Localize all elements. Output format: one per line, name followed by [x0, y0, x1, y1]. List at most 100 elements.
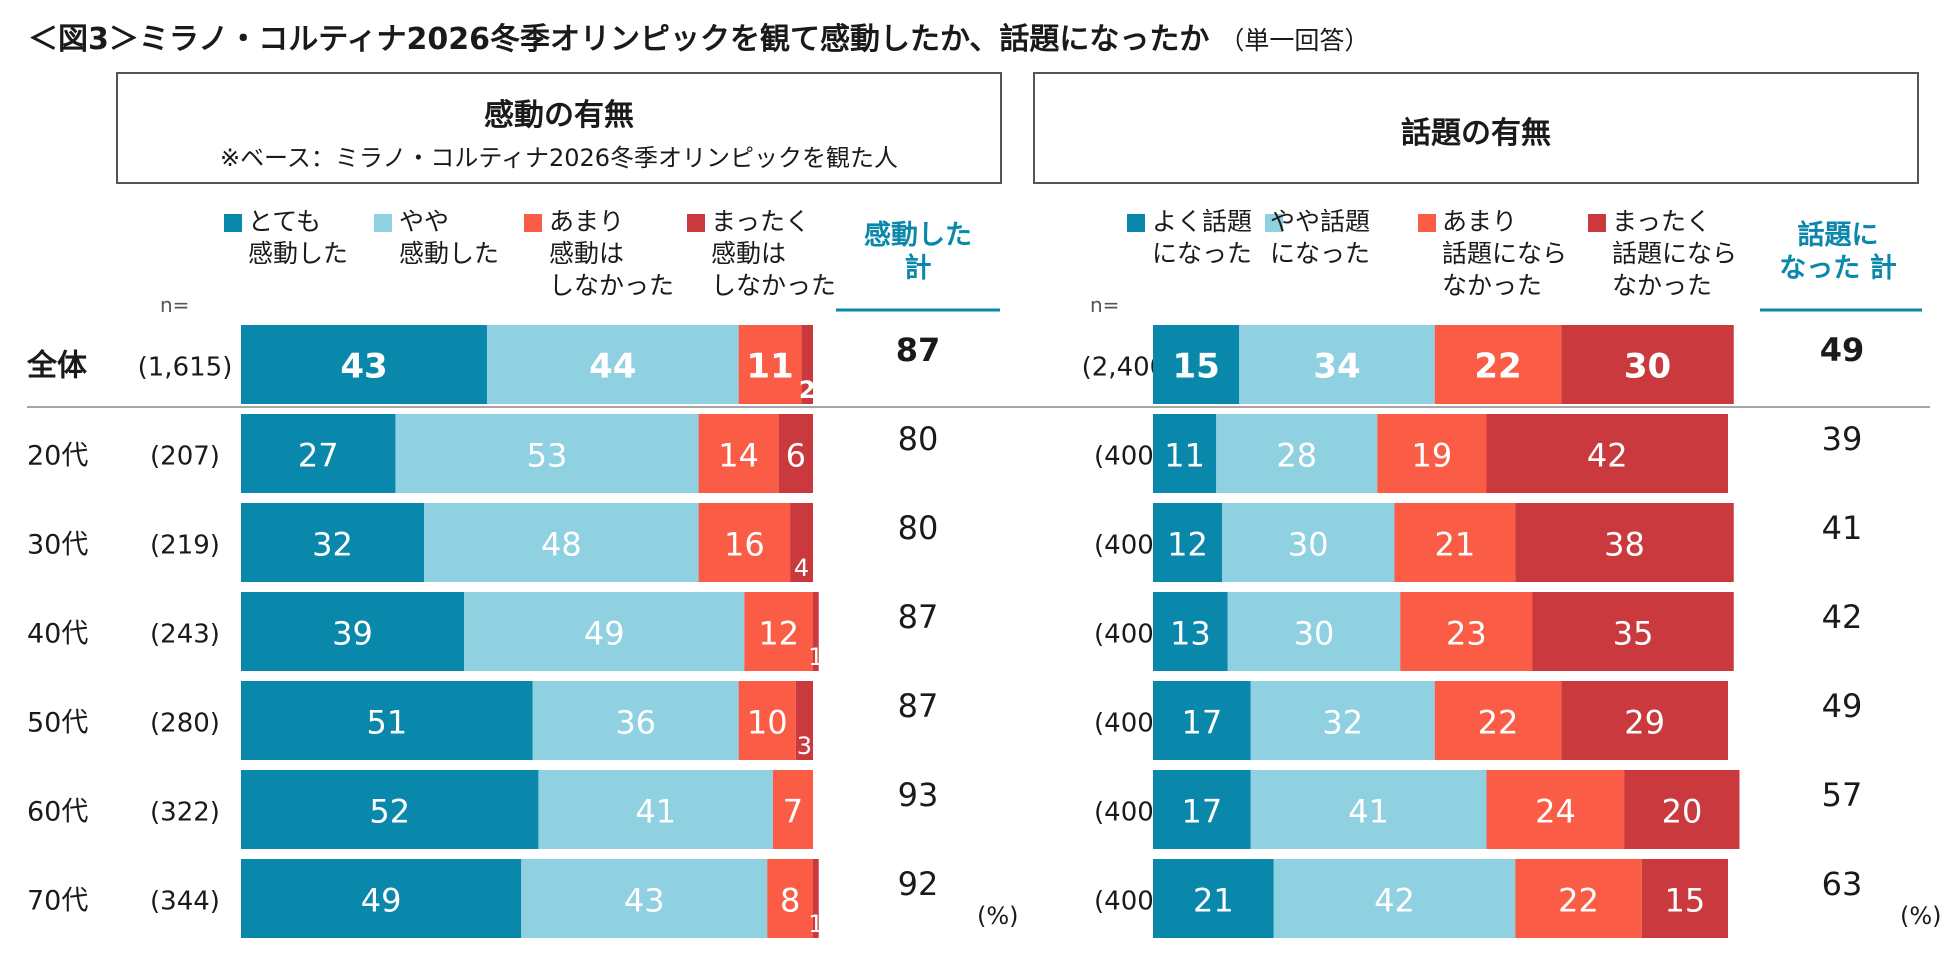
data-label: 17 — [1182, 704, 1223, 742]
data-label: 19 — [1412, 437, 1453, 475]
bar-segment — [1561, 681, 1728, 760]
bar-segment — [538, 770, 773, 849]
n-value: (207) — [150, 442, 220, 472]
legend-label-3: あまり話題にならなかった — [1442, 207, 1567, 300]
bar-segment — [532, 681, 739, 760]
bar-segment — [1250, 681, 1435, 760]
data-label: 41 — [1348, 793, 1389, 831]
total-value: 49 — [1820, 331, 1865, 369]
total-value: 63 — [1822, 865, 1863, 903]
data-label: 27 — [298, 437, 339, 475]
category-label: 50代 — [27, 708, 88, 739]
bar-segment — [395, 414, 699, 493]
data-label: 6 — [786, 437, 806, 475]
data-label: 42 — [1374, 882, 1415, 920]
legend-label-2: やや話題になった — [1270, 207, 1370, 268]
bar-segment — [1561, 325, 1734, 404]
legend-label-1: よく話題になった — [1152, 207, 1252, 268]
legend-label-3: あまり感動はしなかった — [549, 207, 674, 300]
bar-segment — [801, 325, 813, 404]
legend-swatch-4 — [1588, 214, 1606, 232]
n-value: (400) — [1094, 709, 1164, 739]
data-label: 21 — [1193, 882, 1234, 920]
bar-segment — [241, 414, 396, 493]
bar-segment — [772, 770, 813, 849]
bar-segment — [698, 414, 779, 493]
bar-segment — [1227, 592, 1401, 671]
data-label: 49 — [361, 882, 402, 920]
panel2-header-box: 話題の有無 — [1033, 72, 1919, 184]
data-label: 36 — [615, 704, 656, 742]
page-title: ＜図3＞ミラノ・コルティナ2026冬季オリンピックを観て感動したか、話題になった… — [28, 14, 1369, 58]
category-label: 70代 — [27, 886, 88, 917]
data-label: 35 — [1613, 615, 1654, 653]
bar-segment — [1434, 325, 1562, 404]
data-label: 11 — [746, 347, 793, 387]
data-label: 44 — [589, 347, 636, 387]
bar-segment — [698, 503, 791, 582]
bar-segment — [424, 503, 699, 582]
data-label: 3 — [797, 732, 812, 760]
bar-segment — [241, 770, 539, 849]
bar-segment — [1153, 681, 1251, 760]
legend-swatch-3 — [524, 214, 542, 232]
data-label: 17 — [1182, 793, 1223, 831]
percent-unit: (%) — [1900, 902, 1942, 930]
bar-segment — [486, 325, 739, 404]
data-label: 15 — [1172, 347, 1219, 387]
percent-unit: (%) — [977, 902, 1019, 930]
legend-swatch-4 — [687, 214, 705, 232]
legend-label-4: まったく感動はしなかった — [711, 207, 836, 300]
bar-segment — [241, 325, 487, 404]
data-label: 43 — [624, 882, 665, 920]
bar-segment — [1641, 859, 1728, 938]
data-label: 48 — [541, 526, 582, 564]
legend-label-4: まったく話題にならなかった — [1612, 207, 1737, 300]
bar-segment — [1239, 325, 1435, 404]
bar-segment — [241, 859, 522, 938]
data-label: 12 — [1167, 526, 1208, 564]
n-value: (344) — [150, 887, 220, 917]
bar-segment — [1394, 503, 1516, 582]
data-label: 21 — [1435, 526, 1476, 564]
data-label: 29 — [1624, 704, 1665, 742]
legend-label-1: とても感動した — [248, 207, 348, 268]
total-value: 42 — [1822, 598, 1863, 636]
data-label: 51 — [367, 704, 408, 742]
data-label: 39 — [332, 615, 373, 653]
bar-segment — [1153, 859, 1274, 938]
category-label: 全体 — [26, 349, 88, 384]
data-label: 22 — [1558, 882, 1599, 920]
bar-segment — [1153, 592, 1228, 671]
legend-label-2: やや感動した — [399, 207, 499, 268]
data-label: 22 — [1478, 704, 1519, 742]
bar-segment — [1486, 414, 1728, 493]
data-label: 11 — [1164, 437, 1205, 475]
data-label: 1 — [808, 910, 823, 938]
title-note: （単一回答） — [1219, 26, 1370, 55]
bar-segment — [1515, 859, 1642, 938]
category-label: 30代 — [27, 530, 88, 561]
n-value: (1,615) — [138, 353, 233, 383]
bar-segment — [241, 503, 425, 582]
data-label: 30 — [1624, 347, 1671, 387]
data-label: 1 — [808, 643, 823, 671]
total-value: 39 — [1822, 420, 1863, 458]
panel1-base-note: ※ベース：ミラノ・コルティナ2026冬季オリンピックを観た人 — [219, 144, 899, 172]
data-label: 13 — [1170, 615, 1211, 653]
bar-segment — [1624, 770, 1740, 849]
data-label: 38 — [1604, 526, 1645, 564]
category-label: 20代 — [27, 441, 88, 472]
n-label: n= — [1090, 293, 1119, 317]
total-header: 感動した計 — [864, 219, 972, 284]
category-label: 60代 — [27, 797, 88, 828]
data-label: 14 — [718, 437, 759, 475]
bar-segment — [790, 503, 813, 582]
bar-segment — [738, 325, 802, 404]
n-value: (400) — [1094, 620, 1164, 650]
total-value: 41 — [1822, 509, 1863, 547]
bar-segment — [813, 592, 819, 671]
bar-segment — [744, 592, 813, 671]
bar-segment — [1153, 503, 1222, 582]
bar-segment — [241, 681, 533, 760]
